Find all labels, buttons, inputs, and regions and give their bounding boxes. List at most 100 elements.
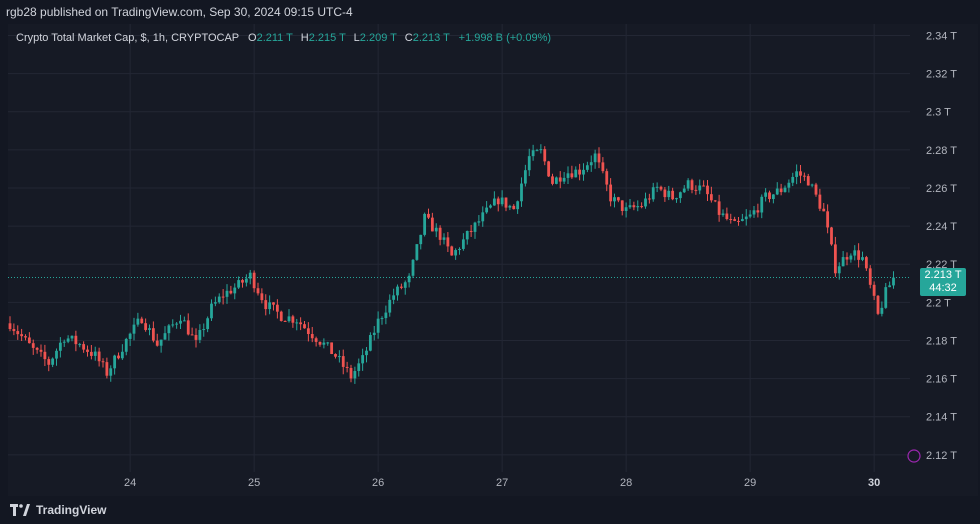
candle-body[interactable] — [148, 328, 151, 330]
candle-body[interactable] — [186, 320, 190, 335]
candle-body[interactable] — [399, 286, 403, 288]
candle-body[interactable] — [822, 208, 826, 212]
candle-body[interactable] — [833, 244, 837, 274]
candle-body[interactable] — [783, 187, 787, 193]
candle-body[interactable] — [151, 328, 155, 341]
candle-body[interactable] — [729, 219, 733, 221]
candle-body[interactable] — [403, 282, 407, 288]
candle-body[interactable] — [787, 182, 791, 188]
candle-body[interactable] — [636, 206, 640, 208]
candle-body[interactable] — [396, 286, 399, 296]
candle-body[interactable] — [814, 184, 818, 195]
candle-body[interactable] — [291, 316, 295, 323]
candle-body[interactable] — [647, 198, 651, 200]
candle-body[interactable] — [97, 351, 101, 362]
chart-area[interactable]: 2.34 T 2.32 T 2.3 T 2.28 T 2.26 T 2.24 T 2.22 … — [8, 24, 978, 496]
candle-body[interactable] — [810, 184, 814, 186]
candle-body[interactable] — [334, 354, 337, 357]
candle-body[interactable] — [744, 216, 748, 220]
candle-body[interactable] — [310, 334, 314, 339]
candle-body[interactable] — [101, 361, 105, 363]
candle-body[interactable] — [128, 333, 132, 339]
candle-body[interactable] — [802, 175, 806, 177]
candle-body[interactable] — [82, 344, 86, 350]
candle-body[interactable] — [748, 214, 752, 217]
candle-body[interactable] — [512, 205, 516, 210]
candle-body[interactable] — [43, 351, 47, 360]
candle-body[interactable] — [585, 165, 589, 170]
candle-body[interactable] — [233, 287, 237, 294]
candle-body[interactable] — [489, 205, 492, 208]
candle-body[interactable] — [392, 295, 396, 300]
candle-body[interactable] — [733, 219, 737, 221]
candle-body[interactable] — [523, 170, 527, 184]
candle-body[interactable] — [78, 344, 82, 346]
candle-body[interactable] — [624, 207, 628, 211]
candle-body[interactable] — [442, 237, 446, 240]
candle-body[interactable] — [454, 250, 458, 256]
candle-body[interactable] — [16, 331, 20, 335]
candle-body[interactable] — [760, 196, 764, 213]
candle-body[interactable] — [702, 185, 706, 187]
candle-body[interactable] — [706, 185, 709, 195]
candle-body[interactable] — [861, 257, 864, 260]
candle-body[interactable] — [578, 169, 582, 175]
candle-body[interactable] — [884, 287, 888, 308]
candle-body[interactable] — [516, 201, 520, 210]
candle-body[interactable] — [388, 299, 392, 313]
candle-body[interactable] — [446, 237, 450, 247]
candle-body[interactable] — [256, 288, 260, 294]
candle-body[interactable] — [640, 206, 644, 208]
candle-body[interactable] — [880, 307, 884, 314]
candle-body[interactable] — [888, 285, 892, 288]
candle-body[interactable] — [58, 342, 62, 351]
candle-body[interactable] — [252, 272, 256, 289]
candle-body[interactable] — [717, 201, 721, 215]
candle-body[interactable] — [225, 290, 229, 297]
candle-body[interactable] — [229, 290, 233, 294]
candle-body[interactable] — [721, 213, 725, 215]
candle-body[interactable] — [795, 171, 799, 177]
candle-body[interactable] — [213, 302, 217, 304]
candle-body[interactable] — [659, 186, 663, 190]
candle-body[interactable] — [248, 272, 252, 279]
candle-body[interactable] — [303, 324, 306, 329]
candle-body[interactable] — [601, 162, 605, 172]
candle-body[interactable] — [330, 342, 334, 355]
candle-body[interactable] — [566, 173, 570, 178]
candle-body[interactable] — [756, 210, 760, 213]
candle-body[interactable] — [764, 192, 768, 197]
candle-body[interactable] — [47, 359, 51, 365]
candle-body[interactable] — [597, 153, 601, 163]
candle-body[interactable] — [698, 185, 702, 191]
candle-body[interactable] — [120, 351, 124, 359]
candle-body[interactable] — [438, 227, 442, 240]
candle-body[interactable] — [20, 334, 24, 337]
candle-body[interactable] — [179, 320, 182, 324]
candle-body[interactable] — [582, 169, 585, 175]
candle-body[interactable] — [268, 302, 272, 310]
candle-body[interactable] — [589, 162, 593, 166]
candle-body[interactable] — [190, 334, 194, 336]
candle-body[interactable] — [264, 300, 268, 310]
candle-body[interactable] — [407, 275, 411, 283]
candle-body[interactable] — [86, 349, 89, 352]
candle-body[interactable] — [423, 213, 427, 235]
candle-body[interactable] — [709, 194, 713, 201]
candle-body[interactable] — [66, 338, 70, 342]
candle-body[interactable] — [144, 323, 148, 330]
candle-body[interactable] — [853, 250, 857, 256]
candle-body[interactable] — [198, 330, 202, 340]
candle-body[interactable] — [752, 210, 756, 215]
candle-body[interactable] — [434, 227, 438, 232]
candle-body[interactable] — [221, 296, 225, 298]
candle-body[interactable] — [279, 311, 283, 321]
candle-body[interactable] — [771, 194, 775, 200]
candle-body[interactable] — [8, 323, 12, 330]
candle-body[interactable] — [314, 338, 318, 342]
candle-body[interactable] — [299, 322, 303, 325]
candle-body[interactable] — [504, 197, 508, 208]
candle-body[interactable] — [341, 356, 345, 367]
candle-body[interactable] — [725, 213, 729, 220]
candle-body[interactable] — [74, 335, 78, 345]
